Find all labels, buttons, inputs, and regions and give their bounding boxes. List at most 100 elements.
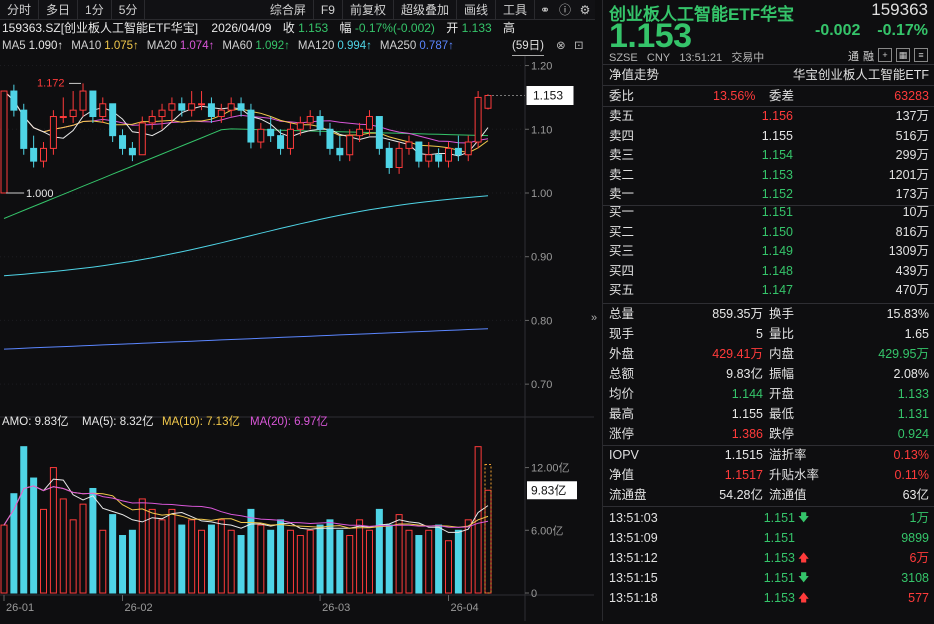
volume-bar [10, 493, 18, 594]
ma250-line [3, 328, 489, 350]
volume-bar [356, 519, 364, 594]
candle-body [138, 122, 146, 156]
settings-icon[interactable]: ⚙ [579, 2, 591, 17]
quote-time: 13:51:21 [679, 52, 723, 64]
tick-direction-icon: 🡅 [798, 552, 810, 564]
iopv-label: 流通值 [769, 488, 807, 502]
tick-time: 13:51:18 [609, 591, 658, 605]
menu-icon[interactable]: ≡ [914, 48, 928, 62]
bid-price: 1.147 [761, 283, 793, 298]
volume-bar [316, 524, 324, 594]
volume-bar [148, 508, 156, 594]
security-name: 159363.SZ[创业板人工智能ETF华宝] [2, 21, 199, 35]
ma-label: MA5 [2, 40, 26, 52]
bid-label: 买三 [609, 244, 635, 259]
volume-bar [454, 529, 462, 594]
volume-bar [168, 508, 176, 594]
kline-svg: 1.20 1.10 1.00 0.90 0.80 0.70 1.172 1.000 1.153 A… [0, 56, 594, 621]
title-line: 159363.SZ[创业板人工智能ETF华宝] 2026/04/09 收 1.1… [0, 18, 595, 38]
iopv-label: 溢折率 [769, 448, 807, 462]
super-overlay-button[interactable]: 超级叠加 [394, 0, 457, 20]
ask-price: 1.155 [761, 128, 793, 143]
divider [603, 85, 934, 86]
grid-icon[interactable]: ▦ [896, 48, 910, 62]
tick-direction-icon: 🡇 [798, 572, 810, 584]
f9-button[interactable]: F9 [314, 0, 343, 20]
webi-label: 委比 [609, 89, 635, 103]
stat-row: 总量 859.35万 换手 15.83% [603, 304, 934, 324]
divider [603, 205, 934, 206]
candle-body [158, 109, 166, 118]
close-label: 收 [282, 21, 295, 35]
volume-bar [198, 529, 206, 594]
tick-price: 1.151 [763, 511, 795, 525]
volume-bar [188, 519, 196, 594]
ma-value: 1.092↑ [255, 40, 290, 52]
tick-row: 13:51:09 1.151 9899 [603, 528, 934, 548]
bid-volume: 10万 [902, 205, 929, 219]
tick-time: 13:51:09 [609, 531, 658, 545]
high-annotation: 1.172 [37, 77, 65, 89]
vol-ma20-line [3, 485, 489, 528]
link-icon[interactable]: ⚭ [539, 2, 551, 17]
bid-price: 1.151 [761, 205, 793, 219]
price-tick-label: 0.70 [531, 379, 552, 391]
tick-row: 13:51:18 1.153 🡅 577 [603, 588, 934, 608]
tick-time: 13:51:03 [609, 511, 658, 525]
stat-value: 1.65 [904, 327, 929, 341]
collapse-panel-icon[interactable]: » [591, 312, 598, 324]
candle-body [207, 103, 215, 118]
stat-value: 15.83% [886, 307, 929, 321]
x-tick-label: 26-04 [450, 602, 478, 614]
stat-label: 均价 [609, 387, 635, 401]
forward-adjust-button[interactable]: 前复权 [343, 0, 394, 20]
volume-bar [296, 535, 304, 594]
volume-bar [158, 519, 166, 594]
stat-value: 5 [756, 327, 763, 341]
tab-5min[interactable]: 5分 [112, 0, 146, 20]
period-selector[interactable]: (59日) [512, 37, 544, 56]
iopv-label: 升贴水率 [769, 468, 820, 482]
kline-chart-area[interactable]: 1.20 1.10 1.00 0.90 0.80 0.70 1.172 1.000 1.153 A… [0, 56, 594, 621]
volume-bar [346, 535, 354, 594]
candle-body [89, 90, 97, 118]
wp-icon[interactable]: ⊡ [574, 40, 584, 52]
volume-bar [435, 524, 443, 594]
close-icon[interactable]: ⊗ [556, 40, 566, 52]
help-icon[interactable]: ⓘ [558, 2, 571, 17]
stat-label: 总额 [609, 367, 635, 381]
volume-bar [286, 529, 294, 594]
tick-direction-icon: 🡇 [798, 512, 810, 524]
tab-multiday[interactable]: 多日 [39, 0, 79, 20]
tab-intraday[interactable]: 分时 [0, 0, 40, 20]
tick-volume: 1万 [909, 511, 929, 525]
draw-line-button[interactable]: 画线 [457, 0, 496, 20]
volume-bar [40, 508, 48, 594]
divider [603, 445, 934, 446]
stat-row: 总额 9.83亿 振幅 2.08% [603, 364, 934, 384]
market-code: SZSE [609, 52, 638, 64]
nav-trend-row[interactable]: 净值走势 华宝创业板人工智能ETF [603, 65, 934, 85]
stat-value: 429.95万 [878, 347, 929, 361]
ask-row: 卖一 1.152 173万 [603, 184, 934, 204]
ma-label: MA10 [71, 40, 102, 52]
candle-body [474, 96, 482, 143]
tools-button[interactable]: 工具 [496, 0, 535, 20]
volume-bar [207, 524, 215, 594]
candle-body [415, 141, 423, 162]
price-tick-label: 0.90 [531, 252, 552, 264]
candle-body [227, 103, 235, 111]
expand-icon[interactable]: + [878, 48, 892, 62]
bid-price: 1.148 [761, 263, 793, 278]
stat-value: 9.83亿 [726, 367, 763, 381]
composite-screen-button[interactable]: 综合屏 [263, 0, 314, 20]
tick-volume: 577 [908, 591, 929, 605]
close-value: 1.153 [298, 21, 329, 35]
ma-label: MA20 [146, 40, 177, 52]
vol-ma5-line [3, 478, 489, 533]
tab-1min[interactable]: 1分 [78, 0, 112, 20]
candle-body [20, 109, 28, 149]
bid-row: 买四 1.148 439万 [603, 261, 934, 281]
divider [603, 303, 934, 304]
iopv-value: 54.28亿 [719, 488, 763, 502]
